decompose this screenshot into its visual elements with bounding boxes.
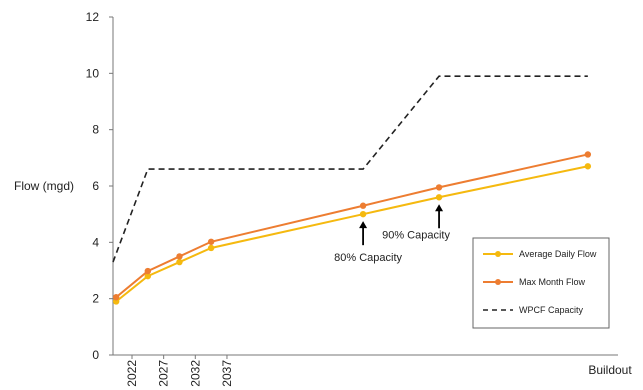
series-layer	[112, 75, 592, 305]
data-point	[144, 267, 152, 275]
data-point	[584, 151, 592, 158]
x-tick-label: 2032	[188, 360, 202, 387]
y-tick-label: 2	[92, 292, 99, 306]
legend-marker	[495, 279, 501, 285]
legend-marker	[495, 251, 501, 257]
y-tick-label: 12	[86, 10, 100, 24]
annotation-label: 90% Capacity	[382, 229, 450, 241]
x-tick-label: 2022	[125, 360, 139, 387]
data-point	[435, 184, 443, 191]
y-tick-label: 10	[86, 66, 100, 80]
data-point	[144, 272, 152, 280]
legend-label: Average Daily Flow	[519, 249, 597, 259]
y-tick-label: 6	[92, 179, 99, 193]
y-tick-label: 8	[92, 123, 99, 137]
data-point	[207, 238, 215, 245]
data-point	[112, 294, 120, 301]
data-point	[207, 244, 215, 252]
data-point	[359, 202, 367, 209]
x-tick-label: 2027	[157, 360, 171, 387]
series-line-wpcf-capacity	[112, 75, 588, 263]
legend-label: Max Month Flow	[519, 277, 586, 287]
y-axis-label: Flow (mgd)	[14, 179, 74, 193]
data-point	[359, 210, 367, 218]
data-point	[176, 258, 183, 266]
y-tick-label: 4	[92, 235, 99, 249]
legend-label: WPCF Capacity	[519, 305, 584, 315]
data-point	[176, 253, 183, 260]
annotation-arrow-head	[435, 204, 444, 212]
x-tick-label: 2037	[220, 360, 234, 387]
annotations: 80% Capacity 90% Capacity	[334, 204, 450, 264]
x-tick-label-buildout: Buildout	[588, 363, 632, 377]
annotation-label: 80% Capacity	[334, 252, 402, 264]
annotation-arrow-head	[359, 221, 368, 229]
data-point	[435, 194, 443, 201]
legend: Average Daily Flow Max Month Flow WPCF Cap…	[472, 237, 610, 329]
axes: 0 2 4 6 8 10 12 2022 2027 2032 2037 Buildout	[86, 10, 633, 387]
data-point	[584, 163, 592, 170]
y-tick-label: 0	[92, 348, 99, 362]
